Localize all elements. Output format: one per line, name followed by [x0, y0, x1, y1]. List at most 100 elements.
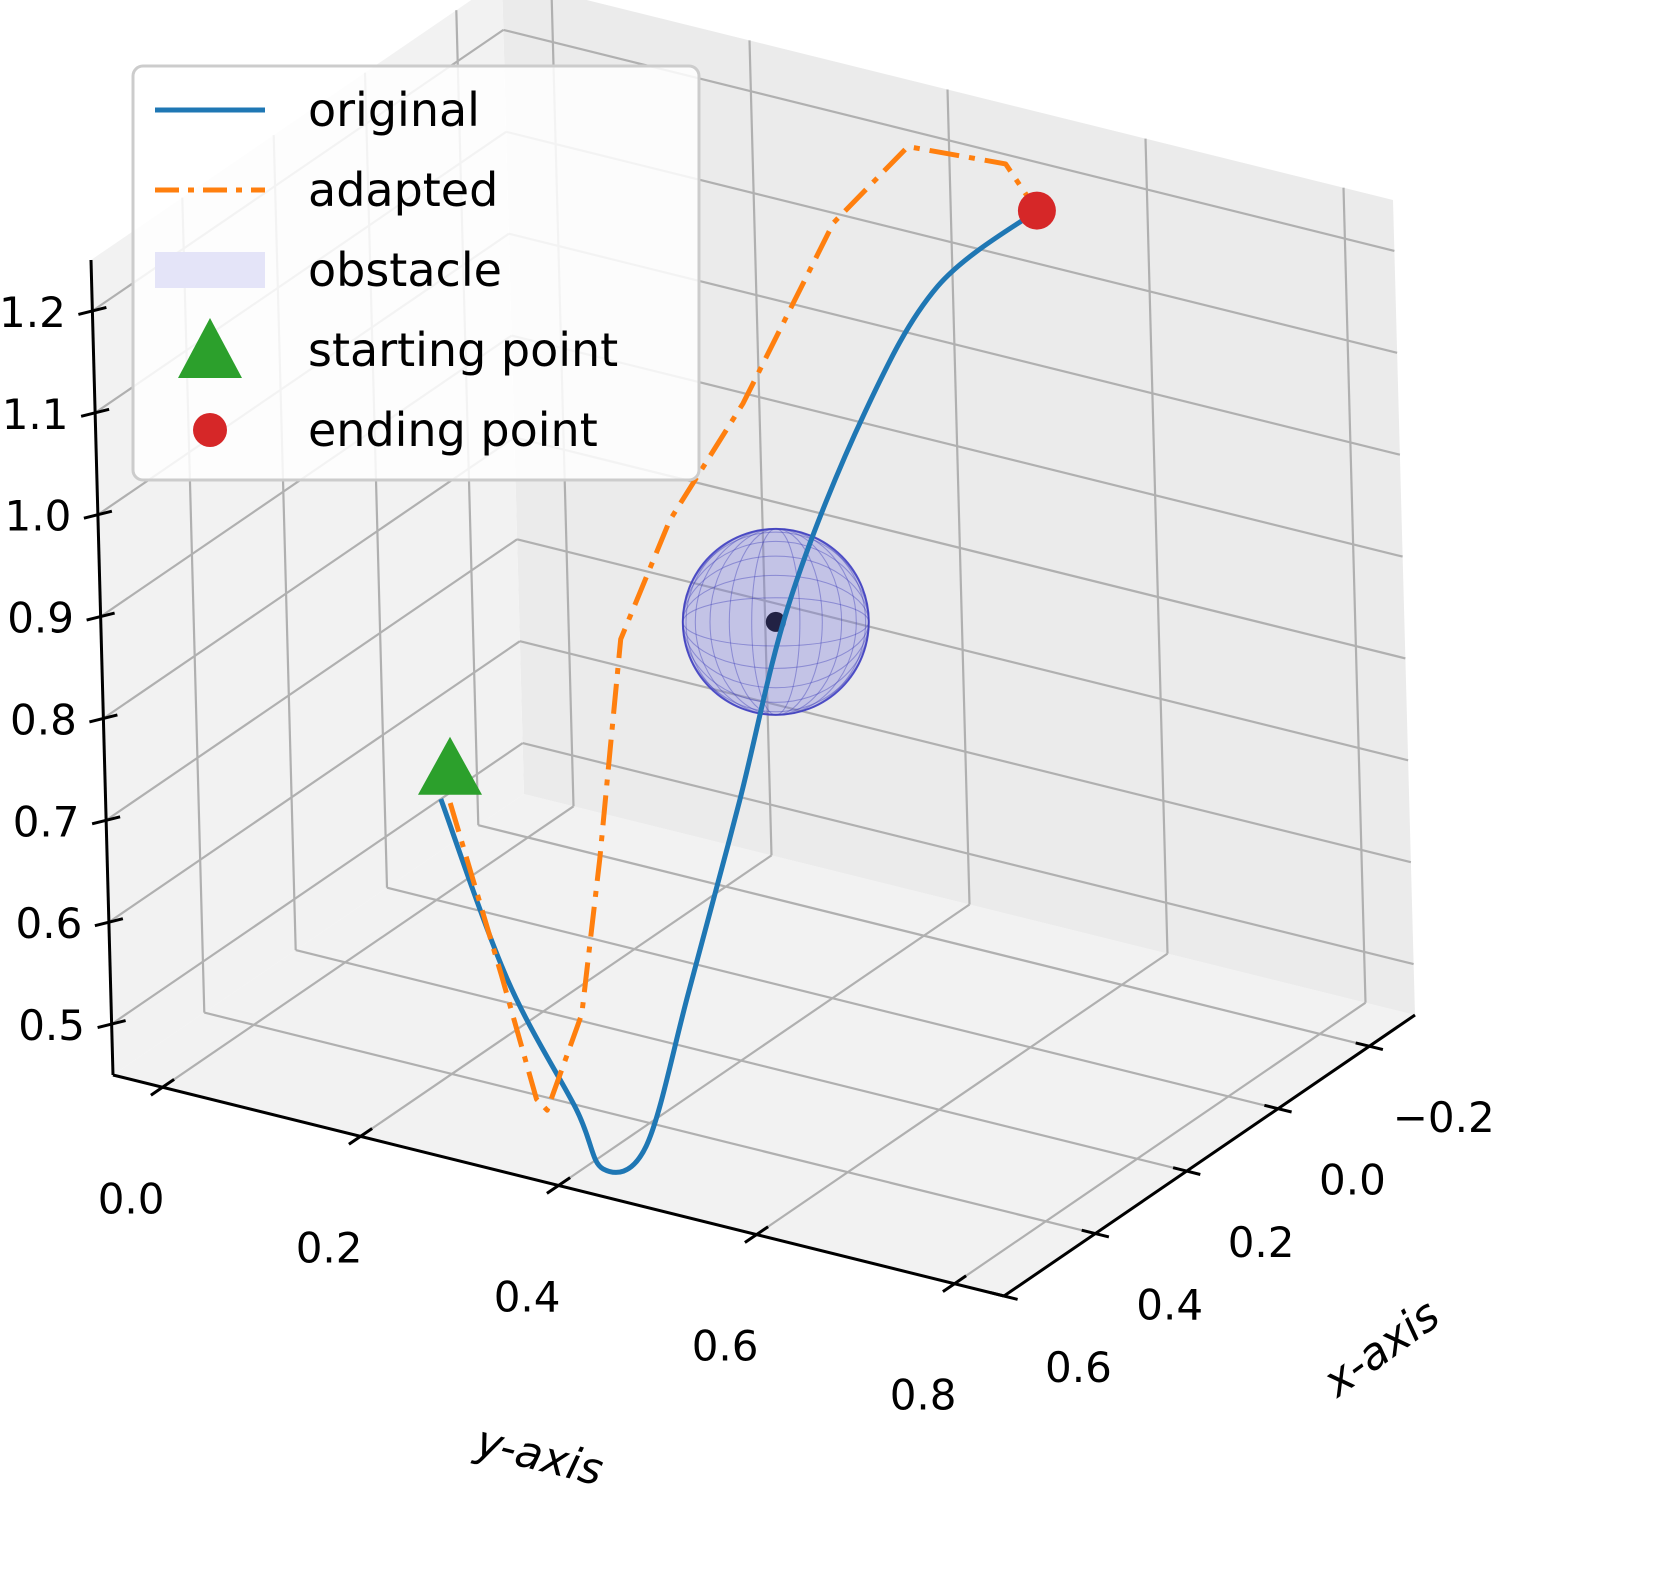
x-tick-label: 0.2: [1228, 1218, 1295, 1267]
obstacle-parallel: [682, 555, 870, 689]
grid-line-left-z: [102, 436, 516, 720]
obstacle-parallel: [682, 531, 870, 713]
legend-box: [131, 64, 701, 482]
z-tick-mark-out: [91, 818, 107, 826]
z-tick-mark-out: [83, 513, 99, 520]
tick-labels: 0.00.20.40.60.8−0.20.00.20.40.60.50.60.7…: [0, 288, 1495, 1420]
obstacle-meridian: [685, 528, 867, 716]
x-tick-label: −0.2: [1393, 1093, 1495, 1142]
legend-item-adapted: adapted: [155, 163, 498, 217]
legend-item-original: original: [155, 83, 480, 137]
grid-line-floor-y: [557, 903, 971, 1187]
x-axis-label: x-axis: [1312, 1289, 1449, 1408]
z-tick-mark-out: [86, 615, 101, 622]
obstacle-parallel: [682, 574, 870, 669]
z-tick-mark-out: [89, 716, 104, 724]
grid-line-back-y: [1342, 187, 1367, 1003]
axis-labels: x-axis y-axis: [469, 1289, 1449, 1496]
z-tick-label: 1.1: [2, 390, 69, 439]
y-tick-mark-out: [755, 1225, 769, 1236]
z-tick-label: 0.6: [16, 899, 83, 948]
grid-line-left-z: [108, 640, 521, 924]
legend-label: adapted: [308, 163, 498, 217]
z-tick-label: 0.5: [18, 1001, 85, 1050]
obstacle-parallel: [682, 531, 870, 713]
grid-line-back-y: [946, 89, 971, 905]
legend-triangle-icon: [178, 318, 242, 378]
obstacle-meridian: [751, 528, 801, 716]
y-tick-mark-out: [359, 1127, 373, 1138]
x-tick-mark: [1277, 1107, 1292, 1114]
legend-label: original: [308, 83, 480, 137]
obstacle-parallel: [682, 574, 870, 669]
legend-label: obstacle: [308, 243, 502, 297]
z-tick-mark-out: [97, 1022, 112, 1030]
y-tick-mark-out: [557, 1176, 571, 1187]
x-tick-label: 0.4: [1136, 1281, 1203, 1330]
legend-item-start: starting point: [178, 318, 618, 378]
y-tick-label: 0.6: [692, 1322, 759, 1371]
legend: original adapted obstacle starting point end…: [131, 64, 701, 482]
x-tick-mark-in: [1172, 1166, 1188, 1173]
x-tick-mark-in: [1264, 1103, 1279, 1111]
legend-item-obstacle: obstacle: [155, 243, 502, 297]
z-axis-line: [89, 259, 115, 1076]
legend-patch-icon: [155, 252, 265, 288]
grid-line-back-z: [516, 538, 1409, 762]
z-tick-mark-out: [78, 309, 93, 316]
ending-point-marker: [1017, 191, 1056, 230]
obstacle-meridian: [728, 528, 823, 716]
starting-point-marker: [418, 736, 482, 795]
legend-circle-icon: [193, 413, 227, 447]
y-tick-label: 0.2: [296, 1223, 363, 1272]
x-axis-line: [1003, 1013, 1416, 1298]
grid-line-floor-y: [755, 952, 1169, 1236]
series-adapted-line: [447, 144, 1039, 1113]
obstacle-meridian: [751, 528, 801, 716]
obstacle-parallel: [682, 540, 870, 703]
z-tick-mark: [111, 1019, 126, 1026]
z-tick-mark: [100, 611, 115, 619]
z-tick-label: 0.8: [10, 695, 77, 744]
x-tick-mark: [1094, 1232, 1110, 1239]
obstacle-meridian: [694, 528, 857, 716]
y-tick-mark: [546, 1184, 560, 1195]
z-tick-mark: [108, 917, 124, 924]
y-tick-mark: [150, 1086, 164, 1097]
z-tick-mark: [105, 815, 121, 822]
grid-line-floor-y: [953, 1001, 1367, 1285]
legend-label: ending point: [308, 403, 598, 457]
legend-item-end: ending point: [193, 403, 598, 457]
x-tick-label: 0.0: [1319, 1156, 1386, 1205]
axis-lines: [78, 259, 1416, 1301]
y-tick-label: 0.0: [98, 1174, 165, 1223]
obstacle-meridian: [694, 528, 857, 716]
y-tick-mark: [744, 1233, 758, 1244]
obstacle-meridian: [709, 528, 843, 716]
z-tick-mark: [97, 509, 113, 517]
grid-line-back-z: [519, 640, 1412, 864]
z-tick-mark: [103, 713, 118, 720]
x-tick-mark: [1186, 1169, 1201, 1176]
z-tick-label: 1.0: [5, 492, 72, 541]
obstacle-meridian: [685, 528, 867, 716]
plot-area: [418, 144, 1056, 1175]
x-tick-mark-in: [1081, 1228, 1096, 1236]
z-tick-mark-out: [80, 411, 96, 418]
x-tick-mark: [1003, 1294, 1018, 1301]
x-tick-mark: [1368, 1044, 1384, 1052]
grid-line-back-y: [1144, 138, 1169, 954]
obstacle-parallel: [682, 555, 870, 689]
y-tick-mark-out: [953, 1274, 967, 1285]
z-tick-mark-out: [94, 920, 110, 928]
series-original-line: [438, 208, 1039, 1175]
y-tick-label: 0.4: [494, 1273, 561, 1322]
y-tick-mark-out: [161, 1078, 175, 1089]
obstacle-parallel: [682, 528, 870, 716]
grid-line-back-y: [748, 40, 773, 856]
obstacle-meridian: [682, 528, 870, 716]
y-tick-label: 0.8: [890, 1371, 957, 1420]
z-tick-label: 0.7: [13, 797, 80, 846]
z-tick-mark: [92, 305, 107, 313]
